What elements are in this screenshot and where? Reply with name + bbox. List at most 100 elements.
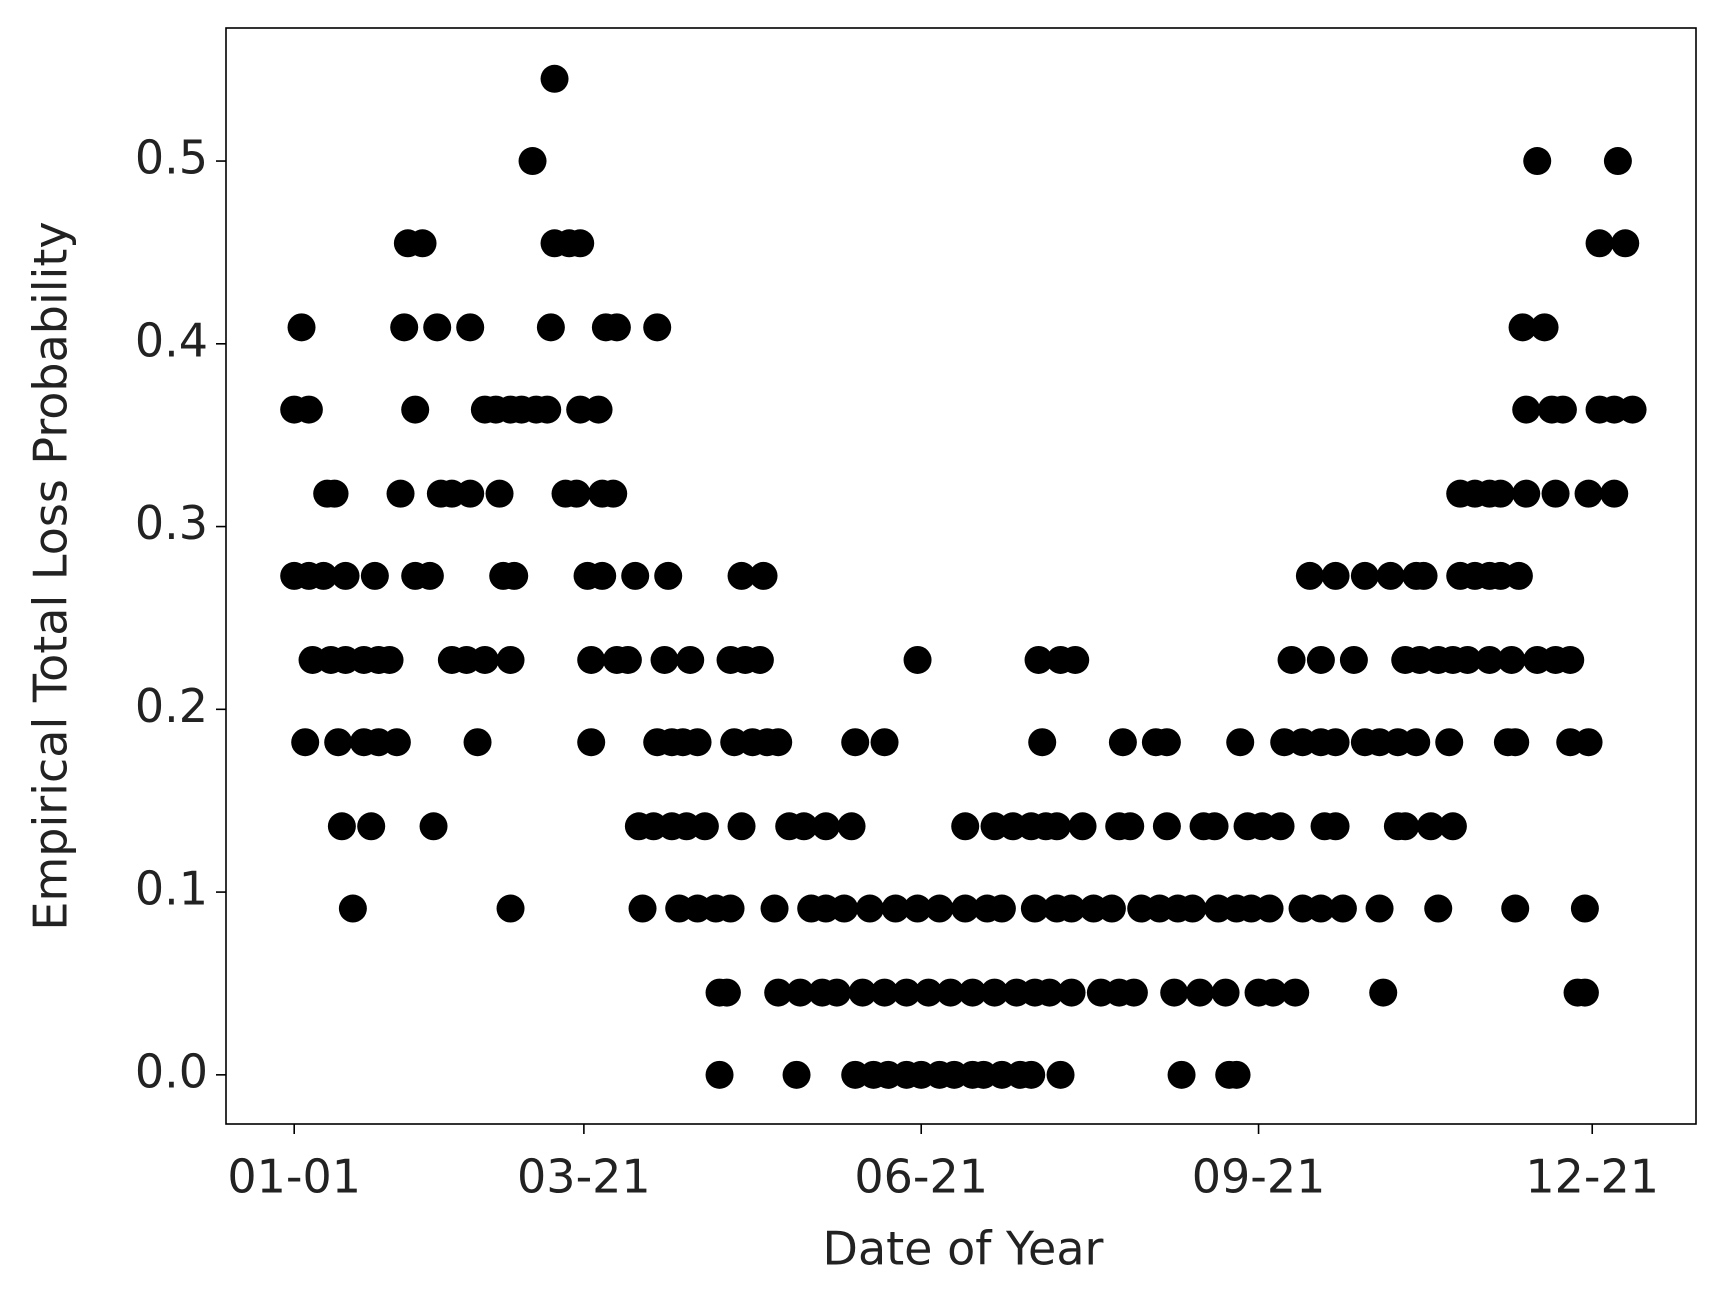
point (1321, 728, 1350, 757)
point (980, 978, 1009, 1007)
point (588, 561, 617, 590)
point (533, 395, 562, 424)
point (599, 479, 628, 508)
point (562, 479, 591, 508)
point (1167, 1060, 1196, 1089)
point (1200, 812, 1229, 841)
point (382, 728, 411, 757)
point (1116, 812, 1145, 841)
point (1277, 645, 1306, 674)
point (1548, 395, 1577, 424)
point (621, 561, 650, 590)
point (822, 978, 851, 1007)
point (540, 64, 569, 93)
point (1486, 479, 1515, 508)
point (1512, 395, 1541, 424)
point (1512, 479, 1541, 508)
point (1259, 978, 1288, 1007)
y-axis-label: Empirical Total Loss Probability (24, 221, 78, 930)
point (1497, 645, 1526, 674)
point (518, 147, 547, 176)
point (1108, 728, 1137, 757)
point (408, 229, 437, 258)
y-tick-label: 0.1 (135, 862, 208, 916)
point (309, 561, 338, 590)
point (1035, 978, 1064, 1007)
point (903, 645, 932, 674)
point (628, 894, 657, 923)
point (1321, 561, 1350, 590)
point (1178, 894, 1207, 923)
x-tick-label: 03-21 (517, 1150, 651, 1204)
x-tick-label: 06-21 (854, 1150, 988, 1204)
point (500, 561, 529, 590)
point (951, 812, 980, 841)
point (1501, 894, 1530, 923)
point (1255, 894, 1284, 923)
point (1017, 1060, 1046, 1089)
point (1020, 894, 1049, 923)
point (786, 978, 815, 1007)
point (1611, 229, 1640, 258)
point (1504, 561, 1533, 590)
point (650, 645, 679, 674)
point (1424, 894, 1453, 923)
point (1369, 978, 1398, 1007)
point (360, 561, 389, 590)
point (892, 978, 921, 1007)
point (1435, 728, 1464, 757)
point (1570, 894, 1599, 923)
point (716, 894, 745, 923)
y-tick-label: 0.5 (135, 131, 208, 185)
point (1160, 978, 1189, 1007)
point (1042, 812, 1071, 841)
point (327, 812, 356, 841)
point (1618, 395, 1647, 424)
point (401, 395, 430, 424)
point (584, 395, 613, 424)
point (1416, 812, 1445, 841)
point (705, 1060, 734, 1089)
x-axis-label: Date of Year (823, 1222, 1104, 1276)
point (419, 812, 448, 841)
x-tick-label: 09-21 (1192, 1150, 1326, 1204)
point (1376, 561, 1405, 590)
point (1061, 645, 1090, 674)
point (745, 645, 774, 674)
point (338, 894, 367, 923)
point (536, 313, 565, 342)
y-tick-label: 0.0 (135, 1044, 208, 1098)
point (830, 894, 859, 923)
point (1402, 728, 1431, 757)
y-tick-label: 0.3 (135, 496, 208, 550)
point (683, 728, 712, 757)
point (848, 978, 877, 1007)
point (789, 812, 818, 841)
point (1530, 313, 1559, 342)
point (1024, 645, 1053, 674)
point (1365, 894, 1394, 923)
point (727, 561, 756, 590)
point (1185, 978, 1214, 1007)
point (690, 812, 719, 841)
point (1523, 147, 1552, 176)
point (958, 978, 987, 1007)
point (291, 728, 320, 757)
point (1501, 728, 1530, 757)
point (727, 812, 756, 841)
point (1211, 978, 1240, 1007)
point (1152, 812, 1181, 841)
point (870, 728, 899, 757)
point (1391, 812, 1420, 841)
point (1339, 645, 1368, 674)
point (320, 479, 349, 508)
point (613, 645, 642, 674)
point (1475, 645, 1504, 674)
point (1226, 728, 1255, 757)
point (1438, 812, 1467, 841)
y-tick-label: 0.2 (135, 679, 208, 733)
y-tick-label: 0.4 (135, 313, 208, 367)
plot-frame (225, 27, 1697, 1125)
